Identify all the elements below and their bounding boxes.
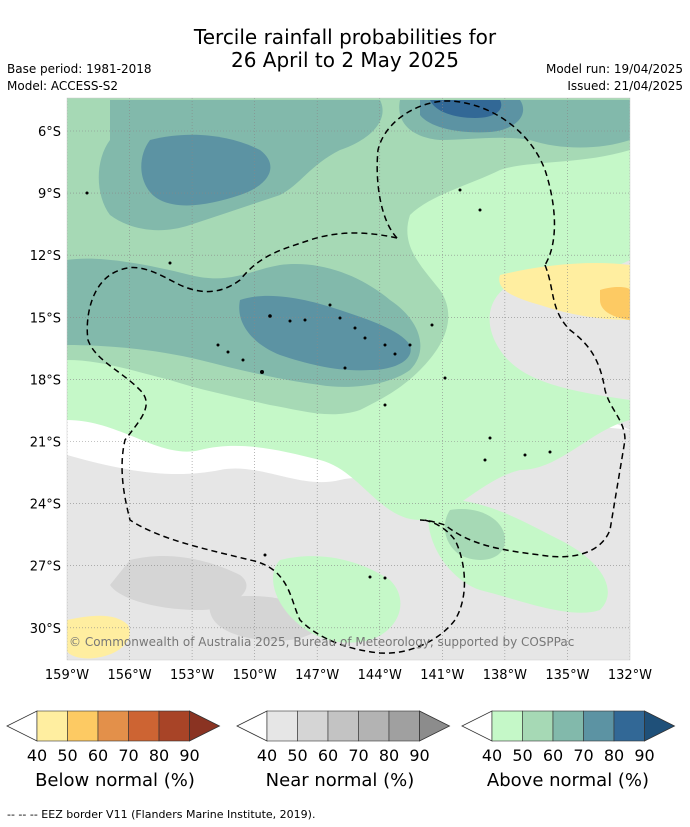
colorbar-segment [388,710,420,742]
model-name: Model: ACCESS-S2 [7,79,119,93]
colorbar-tick: 90 [409,746,429,765]
lat-label: 6°S [38,125,61,140]
colorbar-tick: 70 [118,746,138,765]
lon-label: 141°W [420,668,464,683]
colorbar-tick: 50 [287,746,307,765]
colorbar-tick: 40 [257,746,277,765]
lat-label: 24°S [30,498,61,513]
colorbar-tick: 60 [318,746,338,765]
lat-label: 30°S [30,622,61,637]
lat-label: 18°S [30,373,61,388]
lon-label: 153°W [170,668,214,683]
lon-label: 156°W [107,668,151,683]
colorbar-near-normal [236,710,451,742]
base-period: Base period: 1981-2018 [7,62,152,76]
colorbar-segment [36,710,68,742]
longitude-labels: 159°W 156°W 153°W 150°W 147°W 144°W 141°W 138°W… [45,668,652,683]
colorbar-segment [552,710,584,742]
below-normal-label: Below normal (%) [35,770,195,791]
grid-lines [67,98,630,660]
above-normal-region-50-south [444,509,505,560]
colorbar-segment [67,710,99,742]
below-normal-region-50 [600,286,630,320]
lat-label: 21°S [30,436,61,451]
colorbar-segment [358,710,390,742]
colorbar-tick: 80 [604,746,624,765]
colorbar-tick: 70 [348,746,368,765]
copyright-text: © Commonwealth of Australia 2025, Bureau… [69,635,574,649]
lon-label: 135°W [545,668,589,683]
issued-date: Issued: 21/04/2025 [567,79,683,93]
near-normal-label: Near normal (%) [265,770,415,791]
colorbar-low-extend [461,710,493,742]
lon-label: 159°W [45,668,89,683]
colorbar-tick: 70 [573,746,593,765]
model-run: Model run: 19/04/2025 [545,62,683,76]
lat-label: 27°S [30,560,61,575]
colorbar-tick: 90 [634,746,654,765]
near-normal-region-mid [110,555,247,610]
colorbar-tick: 40 [482,746,502,765]
colorbar-segment [297,710,329,742]
colorbar-tick-labels: 40 50 60 70 80 90 40 50 60 70 80 90 40 50 60 70 80 90 [27,746,655,765]
colorbar-tick: 50 [512,746,532,765]
eez-border-central [86,232,466,654]
colorbar-segment [522,710,554,742]
eez-border-north [376,100,556,266]
above-normal-region-70-north [141,134,271,206]
colorbar-tick: 40 [27,746,47,765]
eez-footnote: -- -- -- EEZ border V11 (Flanders Marine… [7,808,316,821]
colorbar-segment [158,710,190,742]
colorbar-low-extend [6,710,38,742]
colorbar-tick: 80 [379,746,399,765]
colorbar-tick: 50 [57,746,77,765]
islands [85,188,552,580]
map-frame [66,97,631,661]
lon-label: 144°W [358,668,402,683]
above-normal-region-70 [239,295,411,371]
lat-label: 15°S [30,311,61,326]
lon-label: 150°W [233,668,277,683]
colorbar-tick: 80 [149,746,169,765]
colorbar-high-extend [189,710,221,742]
lat-label: 12°S [30,249,61,264]
lon-label: 147°W [295,668,339,683]
below-normal-region-40 [499,263,630,320]
eez-border-east [419,264,626,558]
map-plot-area [67,98,630,660]
colorbar-segment [327,710,359,742]
lat-label: 9°S [38,187,61,202]
above-normal-label: Above normal (%) [486,770,650,791]
colorbar-tick: 90 [179,746,199,765]
colorbar-low-extend [236,710,268,742]
lon-label: 138°W [483,668,527,683]
colorbar-tick: 60 [88,746,108,765]
latitude-labels: 6°S 9°S 12°S 15°S 18°S 21°S 24°S 27°S 30°S [30,125,61,637]
colorbar-segment [97,710,129,742]
title-line-2: 26 April to 2 May 2025 [231,48,459,72]
colorbar-high-extend [419,710,451,742]
colorbar-segment [583,710,615,742]
colorbar-above-normal [461,710,676,742]
colorbar-segment [266,710,298,742]
colorbar-segment [491,710,523,742]
lon-label: 132°W [608,668,652,683]
colorbar-high-extend [644,710,676,742]
below-normal-region-40-sw [67,615,130,659]
probability-map: © Commonwealth of Australia 2025, Bureau… [30,97,652,683]
above-normal-region-80 [430,100,502,118]
above-normal-region-40-sw [273,556,401,643]
colorbar-below-normal [6,710,221,742]
colorbar-tick: 60 [543,746,563,765]
colorbar-segment [128,710,160,742]
title-line-1: Tercile rainfall probabilities for [193,25,497,49]
colorbar-segment [613,710,645,742]
